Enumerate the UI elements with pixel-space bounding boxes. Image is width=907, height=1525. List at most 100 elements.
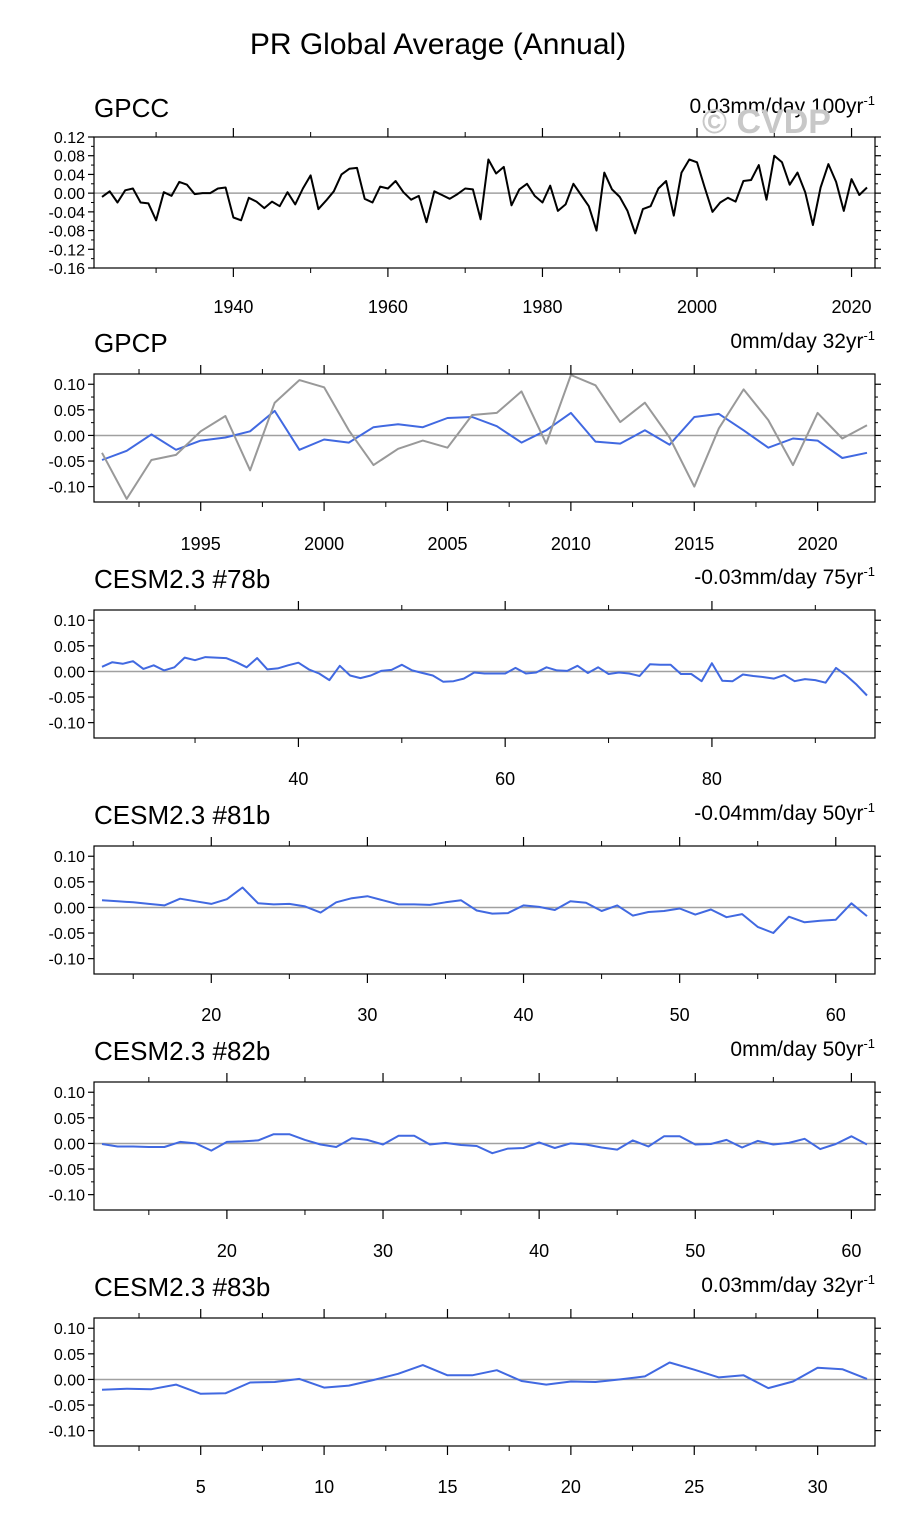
x-tick-label: 30	[808, 1477, 828, 1497]
x-tick-label: 30	[373, 1241, 393, 1261]
x-tick-label: 5	[196, 1477, 206, 1497]
trend-text: 0mm/day 50yr	[730, 1038, 863, 1061]
panel-title: CESM2.3 #78b	[94, 564, 270, 594]
trend-exponent: -1	[863, 1272, 875, 1287]
panel-title: CESM2.3 #82b	[94, 1036, 270, 1066]
y-tick-label: 0.00	[54, 1372, 85, 1389]
trend-exponent: -1	[863, 564, 875, 579]
plot-frame	[93, 136, 876, 269]
series-line-cesm2-3-78b	[101, 656, 868, 697]
y-tick-label: -0.10	[49, 1424, 86, 1441]
y-tick-label: 0.10	[54, 377, 85, 394]
x-tick-label: 25	[684, 1477, 704, 1497]
y-tick-label: -0.10	[49, 952, 86, 969]
x-tick-label: 2015	[674, 534, 714, 554]
y-tick-label: 0.00	[54, 664, 85, 681]
y-tick-label: -0.05	[49, 1398, 86, 1415]
y-tick-label: 0.10	[54, 613, 85, 630]
trend-text: 0.03mm/day 100yr	[690, 95, 864, 118]
y-tick-label: 0.12	[54, 130, 85, 147]
x-tick-label: 60	[495, 769, 515, 789]
series-line-cesm2-3-83b	[101, 1361, 868, 1395]
x-tick-label: 40	[514, 1005, 534, 1025]
y-tick-label: -0.12	[49, 242, 86, 259]
panel-title: GPCC	[94, 93, 169, 123]
y-tick-label: -0.05	[49, 926, 86, 943]
y-tick-label: 0.10	[54, 1321, 85, 1338]
trend-text: 0mm/day 32yr	[730, 330, 863, 353]
plot-frame	[93, 1317, 876, 1447]
trend-label: 0.03mm/day 32yr-1	[701, 1272, 875, 1297]
watermark-text: © CVDP	[702, 103, 831, 141]
panel-title: CESM2.3 #81b	[94, 800, 270, 830]
y-tick-label: 0.05	[54, 639, 85, 656]
y-tick-label: -0.10	[49, 1188, 86, 1205]
panel-title: GPCP	[94, 328, 168, 358]
panel-1: GPCC 0.03mm/day 100yr-1 0.12 0.080.04 0.00 -0…	[49, 93, 881, 317]
y-tick-label: -0.16	[49, 261, 86, 278]
panel-title: CESM2.3 #83b	[94, 1272, 270, 1302]
y-tick-label: -0.10	[49, 480, 86, 497]
trend-exponent: -1	[863, 328, 875, 343]
x-tick-label: 40	[288, 769, 308, 789]
trend-label: 0mm/day 50yr-1	[730, 1036, 875, 1061]
x-tick-label: 50	[685, 1241, 705, 1261]
y-tick-label: -0.10	[49, 716, 86, 733]
plot-frame	[93, 609, 876, 739]
x-tick-label: 2020	[832, 297, 872, 317]
y-tick-label: 0.08	[54, 149, 85, 166]
trend-text: 0.03mm/day 32yr	[701, 1274, 863, 1297]
x-tick-label: 2000	[677, 297, 717, 317]
trend-exponent: -1	[863, 93, 875, 108]
x-tick-label: 80	[702, 769, 722, 789]
trend-text: -0.04mm/day 50yr	[694, 802, 863, 825]
y-tick-label: 0.05	[54, 1111, 85, 1128]
y-tick-label: 0.05	[54, 1347, 85, 1364]
y-tick-label: 0.00	[54, 428, 85, 445]
y-tick-label: 0.10	[54, 1085, 85, 1102]
trend-label: -0.04mm/day 50yr-1	[694, 800, 875, 825]
x-tick-label: 40	[529, 1241, 549, 1261]
y-tick-label: 0.00	[54, 186, 85, 203]
trend-label: 0mm/day 32yr-1	[730, 328, 875, 353]
panel-5: CESM2.3 #82b 0mm/day 50yr-1 0.10 0.05 0.00 -0…	[49, 1036, 881, 1261]
y-tick-label: 0.04	[54, 167, 85, 184]
x-tick-label: 2020	[798, 534, 838, 554]
panel-4: CESM2.3 #81b -0.04mm/day 50yr-1 0.10 0.05 0.…	[49, 800, 881, 1025]
y-tick-label: -0.05	[49, 454, 86, 471]
x-tick-label: 1960	[368, 297, 408, 317]
x-tick-label: 2005	[427, 534, 467, 554]
plot-frame	[93, 373, 876, 503]
figure-title: PR Global Average (Annual)	[250, 28, 626, 61]
x-tick-label: 60	[841, 1241, 861, 1261]
x-tick-label: 30	[357, 1005, 377, 1025]
trend-label: -0.03mm/day 75yr-1	[694, 564, 875, 589]
x-tick-label: 15	[437, 1477, 457, 1497]
y-tick-label: 0.10	[54, 849, 85, 866]
plot-frame	[93, 845, 876, 975]
y-tick-label: -0.08	[49, 224, 86, 241]
x-tick-label: 60	[826, 1005, 846, 1025]
trend-label: 0.03mm/day 100yr-1	[690, 93, 875, 118]
x-tick-label: 1940	[213, 297, 253, 317]
y-tick-label: -0.05	[49, 1162, 86, 1179]
series-line-gpcc	[101, 154, 868, 235]
series-line-cesm2-3-81b	[101, 886, 868, 934]
trend-exponent: -1	[863, 800, 875, 815]
x-tick-label: 50	[670, 1005, 690, 1025]
series-line-gpcc	[101, 374, 868, 500]
plot-frame	[93, 1081, 876, 1211]
x-tick-label: 2010	[551, 534, 591, 554]
series-line-gpcp	[101, 409, 868, 461]
y-tick-label: 0.05	[54, 875, 85, 892]
x-tick-label: 1995	[181, 534, 221, 554]
y-tick-label: 0.05	[54, 403, 85, 420]
x-tick-label: 1980	[522, 297, 562, 317]
trend-text: -0.03mm/day 75yr	[694, 566, 863, 589]
series-line-cesm2-3-82b	[101, 1133, 868, 1155]
panel-2: GPCP 0mm/day 32yr-1 0.10 0.05 0.00 -0.05 -0.10…	[49, 328, 881, 554]
y-tick-label: -0.04	[49, 205, 86, 222]
y-tick-label: 0.00	[54, 1136, 85, 1153]
trend-exponent: -1	[863, 1036, 875, 1051]
